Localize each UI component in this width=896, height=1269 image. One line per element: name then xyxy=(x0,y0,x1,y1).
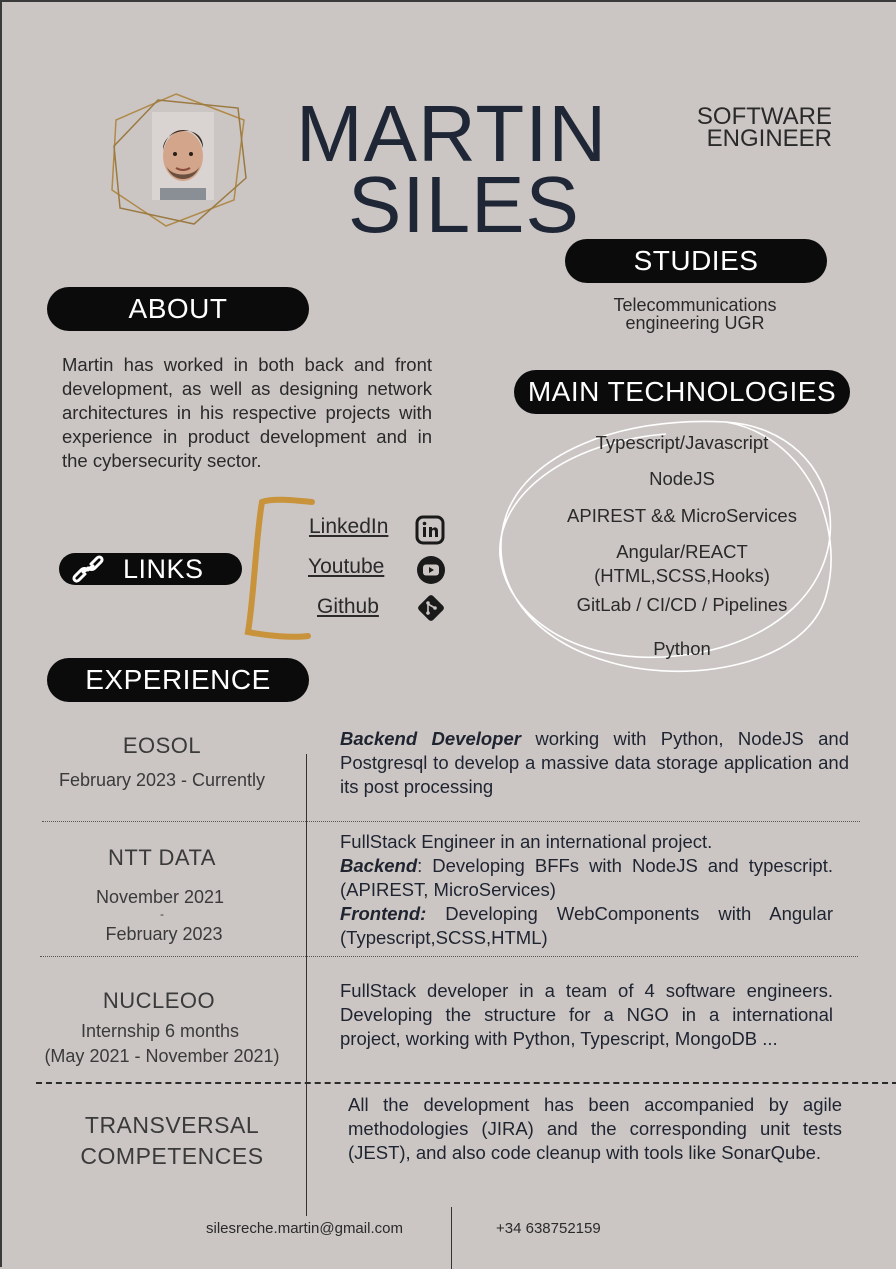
description-ntt-frontend-text: Developing WebComponents with Angular (T… xyxy=(340,903,833,948)
row-divider xyxy=(42,821,860,822)
github-link[interactable]: Github xyxy=(317,595,379,618)
links-title: LINKS xyxy=(123,553,204,584)
technologies-title: MAIN TECHNOLOGIES xyxy=(527,376,837,407)
studies-title: STUDIES xyxy=(633,245,759,276)
tech-item: GitLab / CI/CD / Pipelines xyxy=(576,594,788,615)
timeline-divider xyxy=(306,754,307,1216)
description-eosol-text: working with Python, NodeJS and Postgres… xyxy=(340,728,849,797)
about-text: Martin has worked in both back and front… xyxy=(62,354,432,471)
avatar xyxy=(152,112,214,200)
last-name: SILES xyxy=(348,160,580,249)
description-ntt: FullStack Engineer in an international p… xyxy=(340,830,833,950)
studies-heading: STUDIES xyxy=(565,239,827,283)
description-ntt-frontend: Frontend: Developing WebComponents with … xyxy=(340,902,833,950)
period-nucleoo-line1: Internship 6 months xyxy=(80,1021,240,1041)
job-title: SOFTWARE ENGINEER xyxy=(696,103,832,152)
tech-item: Angular/REACT xyxy=(616,541,748,562)
company-eosol: EOSOL xyxy=(122,733,202,758)
description-ntt-backend-text: : Developing BFFs with NodeJS and typesc… xyxy=(340,855,833,900)
tech-item: NodeJS xyxy=(649,468,715,489)
company-ntt-data: NTT DATA xyxy=(108,845,216,870)
company-nucleoo: NUCLEOO xyxy=(102,988,216,1013)
link-chain-icon xyxy=(71,554,105,584)
row-divider xyxy=(40,956,858,957)
technologies-heading: MAIN TECHNOLOGIES xyxy=(514,370,850,414)
transversal-line1: TRANSVERSAL xyxy=(84,1112,260,1138)
first-name: MARTIN xyxy=(296,89,608,178)
description-nucleoo: FullStack developer in a team of 4 softw… xyxy=(340,980,833,1049)
transversal-line2: COMPETENCES xyxy=(80,1143,264,1169)
description-ntt-line1: FullStack Engineer in an international p… xyxy=(340,831,713,852)
photo-frame xyxy=(111,93,247,227)
period-ntt-start: November 2021 xyxy=(95,887,225,907)
role-eosol: Backend Developer xyxy=(340,728,521,749)
studies-line1: Telecommunications xyxy=(613,295,777,315)
about-title: ABOUT xyxy=(128,293,228,324)
label-frontend: Frontend: xyxy=(340,903,427,924)
youtube-link[interactable]: Youtube xyxy=(308,555,385,578)
phone[interactable]: +34 638752159 xyxy=(496,1220,601,1237)
links-heading: LINKS xyxy=(59,553,242,585)
tech-item: (HTML,SCSS,Hooks) xyxy=(594,565,770,586)
tech-item: Python xyxy=(653,638,711,659)
description-ntt-backend: Backend: Developing BFFs with NodeJS and… xyxy=(340,854,833,902)
scribble-circle xyxy=(499,420,832,673)
description-eosol: Backend Developer working with Python, N… xyxy=(340,727,849,799)
studies-line2: engineering UGR xyxy=(625,313,765,333)
git-icon[interactable] xyxy=(416,593,446,623)
period-eosol: February 2023 - Currently xyxy=(58,770,266,790)
email[interactable]: silesreche.martin@gmail.com xyxy=(206,1220,403,1237)
period-ntt-sep: - xyxy=(160,907,164,921)
studies-text: Telecommunications engineering UGR xyxy=(562,296,828,332)
label-backend: Backend xyxy=(340,855,418,876)
experience-heading: EXPERIENCE xyxy=(47,658,309,702)
footer-divider xyxy=(451,1207,452,1269)
description-transversal: All the development has been accompanied… xyxy=(348,1094,842,1163)
section-divider xyxy=(36,1082,896,1084)
about-heading: ABOUT xyxy=(47,287,309,331)
job-title-line1: SOFTWARE xyxy=(696,103,832,130)
period-ntt-end: February 2023 xyxy=(105,924,223,944)
youtube-icon[interactable] xyxy=(416,555,446,585)
gold-bracket xyxy=(244,496,315,640)
job-title-line2: ENGINEER xyxy=(706,125,832,152)
tech-item: APIREST && MicroServices xyxy=(567,505,797,526)
experience-title: EXPERIENCE xyxy=(85,664,271,695)
transversal-title: TRANSVERSAL COMPETENCES xyxy=(62,1110,282,1172)
tech-item: Typescript/Javascript xyxy=(595,432,769,453)
linkedin-link[interactable]: LinkedIn xyxy=(309,515,389,538)
period-nucleoo-line2: (May 2021 - November 2021) xyxy=(44,1046,280,1066)
linkedin-icon[interactable] xyxy=(415,515,445,545)
